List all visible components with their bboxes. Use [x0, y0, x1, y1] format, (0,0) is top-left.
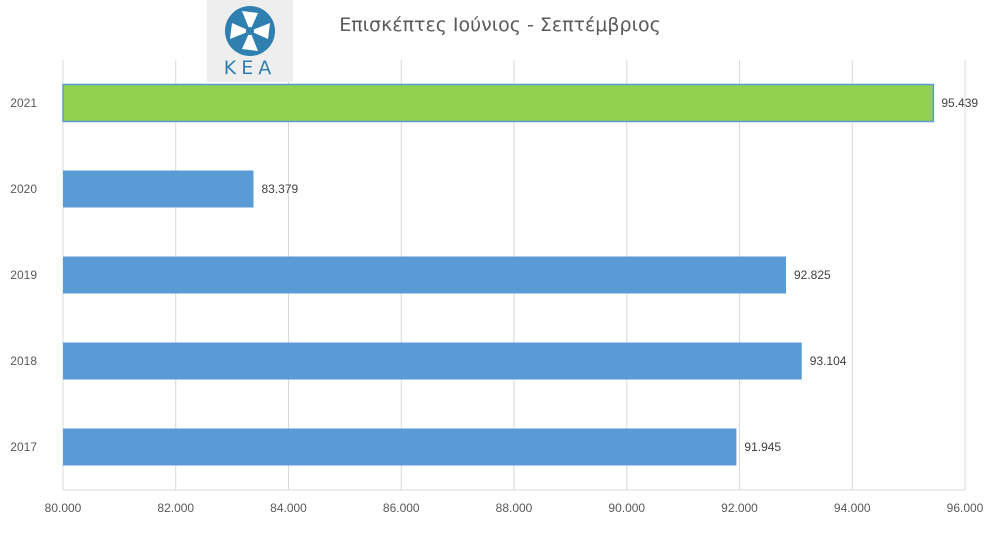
data-label-2018: 93.104 — [810, 354, 847, 368]
bar-2021 — [62, 83, 935, 123]
x-tick-label: 84.000 — [270, 501, 307, 515]
x-tick-label: 82.000 — [157, 501, 194, 515]
y-category-label: 2021 — [10, 96, 37, 110]
x-tick-label: 88.000 — [496, 501, 533, 515]
bar-2017 — [63, 428, 737, 466]
x-tick-label: 92.000 — [721, 501, 758, 515]
logo-emblem-icon — [225, 6, 275, 56]
x-axis-labels: 80.000 82.000 84.000 86.000 88.000 90.000 92.0… — [45, 501, 984, 515]
y-category-label: 2018 — [10, 354, 37, 368]
x-tick-label: 96.000 — [947, 501, 984, 515]
bars — [62, 83, 935, 466]
x-tick-label: 94.000 — [834, 501, 871, 515]
y-axis-labels: 2021 2020 2019 2018 2017 — [10, 96, 37, 454]
y-category-label: 2020 — [10, 182, 37, 196]
y-category-label: 2019 — [10, 268, 37, 282]
x-tick-label: 80.000 — [45, 501, 82, 515]
bar-2020 — [63, 170, 254, 208]
y-category-label: 2017 — [10, 440, 37, 454]
data-labels: 95.439 83.379 92.825 93.104 91.945 — [261, 96, 978, 454]
bar-2018 — [63, 342, 802, 380]
data-label-2021: 95.439 — [941, 96, 978, 110]
kea-logo: ΚΕΑ — [207, 0, 293, 82]
data-label-2020: 83.379 — [261, 182, 298, 196]
bar-2019 — [63, 256, 787, 294]
x-tick-label: 90.000 — [608, 501, 645, 515]
x-tick-label: 86.000 — [383, 501, 420, 515]
chart-title: Επισκέπτες Ιούνιος - Σεπτέμβριος — [339, 14, 661, 36]
data-label-2017: 91.945 — [744, 440, 781, 454]
data-label-2019: 92.825 — [794, 268, 831, 282]
logo-text: ΚΕΑ — [223, 57, 277, 79]
